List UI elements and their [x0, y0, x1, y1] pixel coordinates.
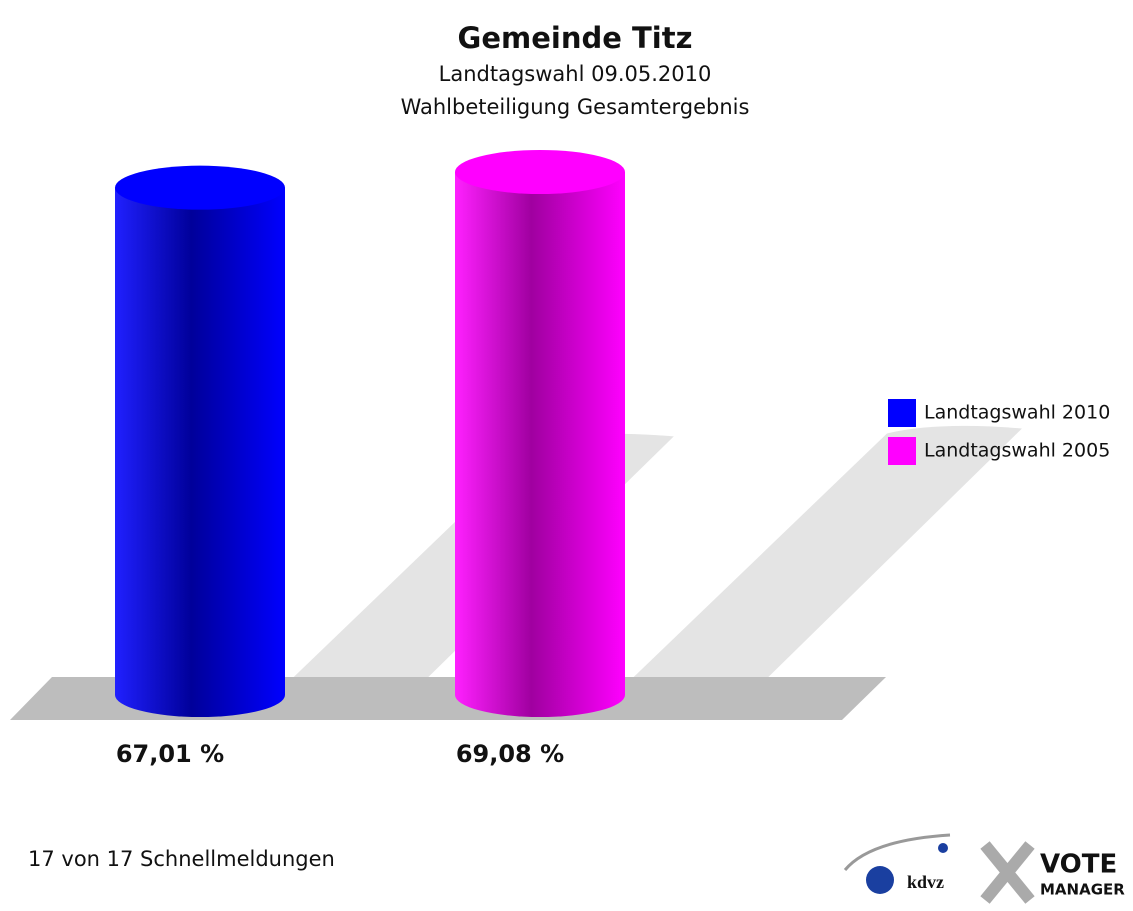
logo-product: VOTE — [1040, 850, 1117, 880]
legend-swatch — [888, 437, 916, 465]
bar-shadow — [615, 425, 1022, 695]
bar-top — [115, 165, 285, 210]
footer: 17 von 17 Schnellmeldungen — [28, 847, 335, 871]
logo-swoosh — [843, 833, 951, 871]
legend-swatch — [888, 399, 916, 427]
bar — [115, 187, 285, 718]
legend-label: Landtagswahl 2005 — [924, 440, 1110, 462]
bars — [115, 150, 625, 718]
logo-ball — [866, 866, 894, 894]
logo-ball — [938, 843, 948, 853]
logo: kdvz VOTE MANAGER — [843, 833, 1125, 904]
chart-title: Gemeinde Titz — [458, 21, 693, 55]
value-label: 69,08 % — [456, 740, 564, 768]
logo-brand: kdvz — [907, 872, 944, 892]
chart-subtitle: Landtagswahl 09.05.2010 — [439, 62, 712, 86]
bar — [455, 172, 625, 717]
logo-cross — [980, 841, 1035, 904]
legend-label: Landtagswahl 2010 — [924, 402, 1110, 424]
bar-top — [455, 150, 625, 194]
logo-product: MANAGER — [1040, 881, 1125, 899]
value-label: 67,01 % — [116, 740, 224, 768]
chart-subtitle: Wahlbeteiligung Gesamtergebnis — [401, 95, 750, 119]
